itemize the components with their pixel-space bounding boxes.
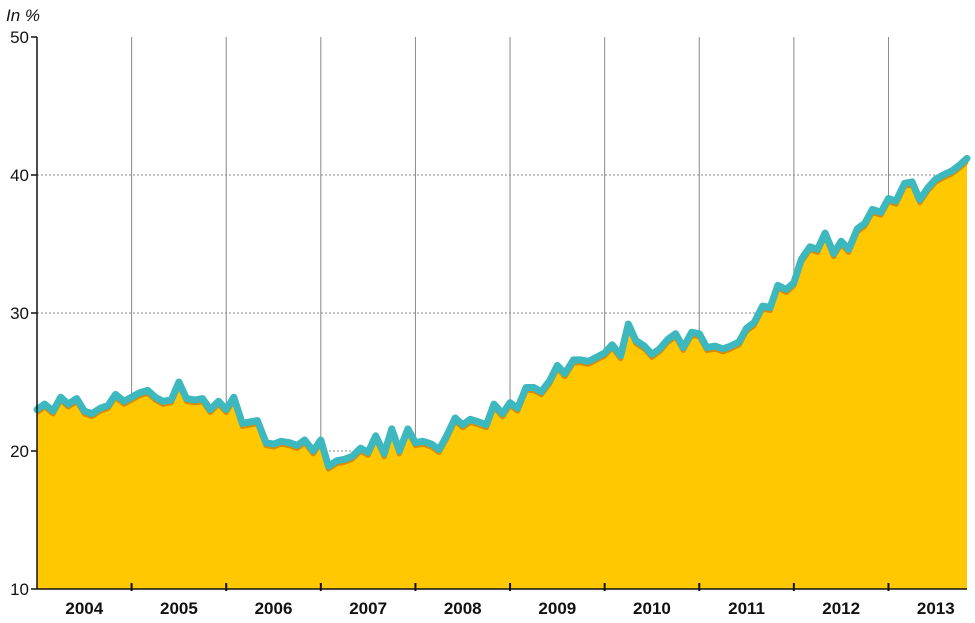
y-tick-label-10: 10 bbox=[10, 580, 29, 599]
x-axis-labels: 2004 2005 2006 2007 2008 2009 2010 2011 2012 2013 bbox=[65, 583, 955, 618]
x-label-2009: 2009 bbox=[538, 599, 576, 618]
y-tick-label-20: 20 bbox=[10, 442, 29, 461]
x-label-2012: 2012 bbox=[822, 599, 860, 618]
x-label-2004: 2004 bbox=[65, 599, 103, 618]
y-unit-label: In % bbox=[6, 6, 40, 25]
x-label-2013: 2013 bbox=[917, 599, 955, 618]
y-axis-ticks: 10 20 30 40 50 bbox=[10, 28, 37, 599]
y-tick-label-30: 30 bbox=[10, 304, 29, 323]
x-label-2008: 2008 bbox=[444, 599, 482, 618]
x-label-2005: 2005 bbox=[160, 599, 198, 618]
x-label-2010: 2010 bbox=[633, 599, 671, 618]
x-label-2011: 2011 bbox=[728, 599, 765, 618]
y-tick-label-50: 50 bbox=[10, 28, 29, 47]
y-tick-label-40: 40 bbox=[10, 166, 29, 185]
data-line bbox=[33, 154, 971, 470]
area-fill bbox=[37, 158, 967, 589]
x-label-2006: 2006 bbox=[255, 599, 293, 618]
x-label-2007: 2007 bbox=[349, 599, 387, 618]
